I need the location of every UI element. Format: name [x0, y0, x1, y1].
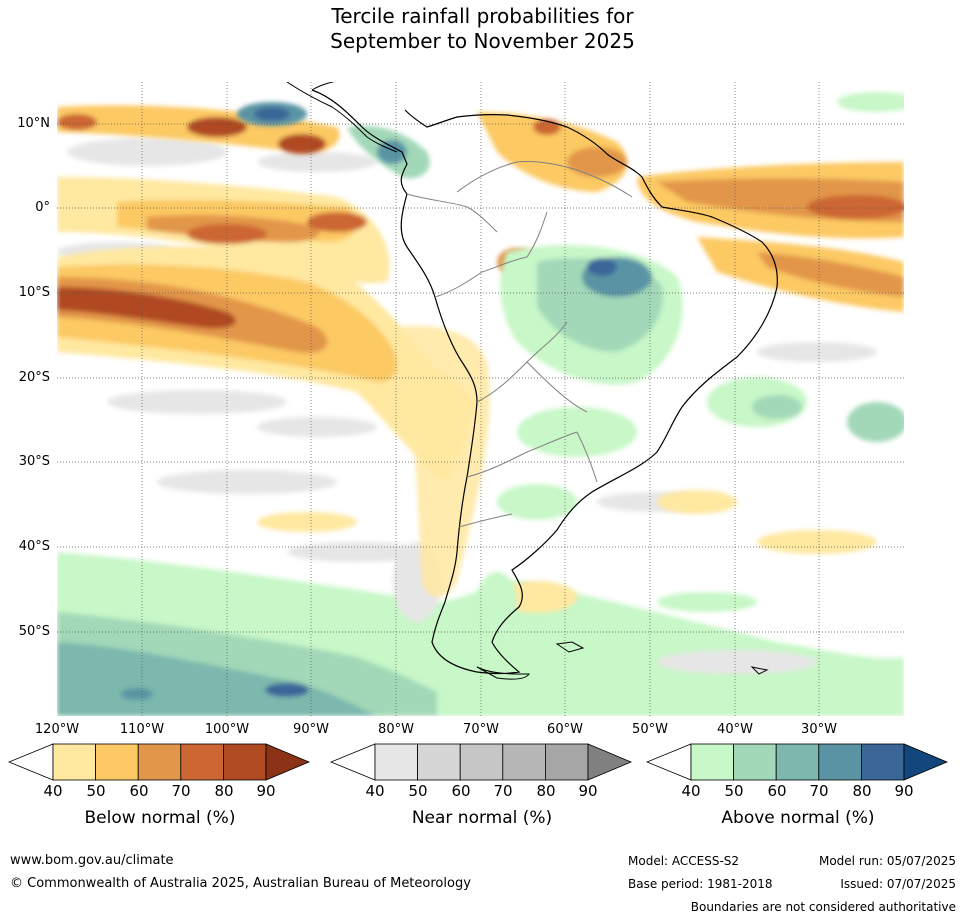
title-line-1: Tercile rainfall probabilities for — [331, 4, 634, 28]
footer-copyright: © Commonwealth of Australia 2025, Austra… — [10, 876, 471, 891]
colorbar-near-max-arrow — [587, 743, 633, 781]
colorbar-above-min-arrow — [646, 743, 692, 781]
tierra-del-fuego — [476, 666, 530, 680]
chart-title: Tercile rainfall probabilities for Septe… — [0, 4, 965, 54]
colorbar-below-box-4 — [222, 743, 267, 781]
south-america-coastline — [311, 89, 778, 675]
lat-label-10n: 10°N — [17, 116, 50, 131]
cbar-below-tick-80: 80 — [214, 782, 234, 800]
cbar-above-tick-60: 60 — [767, 782, 787, 800]
colorbar-above-max-arrow — [903, 743, 949, 781]
lat-label-50s: 50°S — [18, 624, 50, 639]
colorbar-near-normal — [330, 743, 633, 781]
cbar-above-tick-90: 90 — [894, 782, 914, 800]
colorbar-near-box-2 — [459, 743, 504, 781]
colorbar-near-box-3 — [502, 743, 546, 781]
country-boundaries — [406, 161, 633, 528]
cbar-near-tick-80: 80 — [536, 782, 556, 800]
cbar-below-tick-40: 40 — [43, 782, 63, 800]
colorbar-above-box-2 — [775, 743, 820, 781]
colorbar-above-box-4 — [860, 743, 905, 781]
lat-label-40s: 40°S — [18, 539, 50, 554]
cbar-above-tick-40: 40 — [681, 782, 701, 800]
colorbar-near-box-4 — [544, 743, 589, 781]
title-line-2: September to November 2025 — [330, 29, 635, 53]
lon-label-120w: 120°W — [34, 722, 80, 737]
cbar-below-tick-90: 90 — [256, 782, 276, 800]
lon-label-110w: 110°W — [119, 722, 165, 737]
falkland-islands — [555, 641, 585, 653]
colorbar-title-above-normal: Above normal (%) — [721, 808, 875, 828]
cbar-below-tick-60: 60 — [129, 782, 149, 800]
colorbar-near-min-arrow — [330, 743, 376, 781]
above-normal-southern-peak — [265, 683, 309, 697]
colorbar-below-box-1 — [95, 743, 139, 781]
colorbar-above-box-1 — [733, 743, 777, 781]
lon-label-90w: 90°W — [293, 722, 329, 737]
cbar-above-tick-50: 50 — [724, 782, 744, 800]
cbar-near-tick-50: 50 — [408, 782, 428, 800]
lon-label-100w: 100°W — [204, 722, 250, 737]
cbar-near-tick-70: 70 — [493, 782, 513, 800]
lat-label-10s: 10°S — [18, 285, 50, 300]
below-normal-tropical-core — [57, 287, 236, 329]
lon-label-40w: 40°W — [717, 722, 753, 737]
footer-website: www.bom.gov.au/climate — [10, 853, 174, 868]
footer-model: Model: ACCESS-S2 — [628, 854, 740, 868]
footer-issued: Issued: 07/07/2025 — [840, 877, 956, 891]
near-normal-patch — [67, 138, 227, 166]
lat-label-0: 0° — [35, 200, 50, 215]
colorbar-near-box-1 — [417, 743, 461, 781]
footer-disclaimer: Boundaries are not considered authoritat… — [690, 900, 956, 914]
colorbar-below-box-0 — [52, 743, 96, 781]
lon-label-60w: 60°W — [547, 722, 583, 737]
central-america-coastline — [286, 82, 398, 153]
cbar-near-tick-60: 60 — [451, 782, 471, 800]
colorbar-below-box-3 — [180, 743, 224, 781]
map-gridlines — [57, 82, 904, 716]
cbar-above-tick-70: 70 — [809, 782, 829, 800]
colorbar-below-min-arrow — [8, 743, 54, 781]
lon-label-50w: 50°W — [632, 722, 668, 737]
footer-model-run: Model run: 05/07/2025 — [818, 854, 956, 868]
rainfall-probability-map — [57, 82, 904, 716]
footer-base-period: Base period: 1981-2018 — [628, 877, 773, 891]
colorbar-below-box-2 — [137, 743, 182, 781]
cbar-below-tick-50: 50 — [86, 782, 106, 800]
lon-label-30w: 30°W — [801, 722, 837, 737]
colorbar-above-box-0 — [690, 743, 734, 781]
colorbar-title-near-normal: Near normal (%) — [411, 808, 553, 828]
lat-label-30s: 30°S — [18, 454, 50, 469]
colorbar-above-box-3 — [818, 743, 862, 781]
colorbar-below-normal — [8, 743, 311, 781]
lon-label-70w: 70°W — [463, 722, 499, 737]
lon-label-80w: 80°W — [378, 722, 414, 737]
lat-label-20s: 20°S — [18, 370, 50, 385]
colorbar-above-normal — [646, 743, 949, 781]
cbar-near-tick-90: 90 — [578, 782, 598, 800]
colorbar-below-max-arrow — [265, 743, 311, 781]
cbar-below-tick-70: 70 — [171, 782, 191, 800]
colorbar-title-below-normal: Below normal (%) — [84, 808, 236, 828]
colorbar-near-box-0 — [374, 743, 418, 781]
cbar-near-tick-40: 40 — [365, 782, 385, 800]
cbar-above-tick-80: 80 — [852, 782, 872, 800]
